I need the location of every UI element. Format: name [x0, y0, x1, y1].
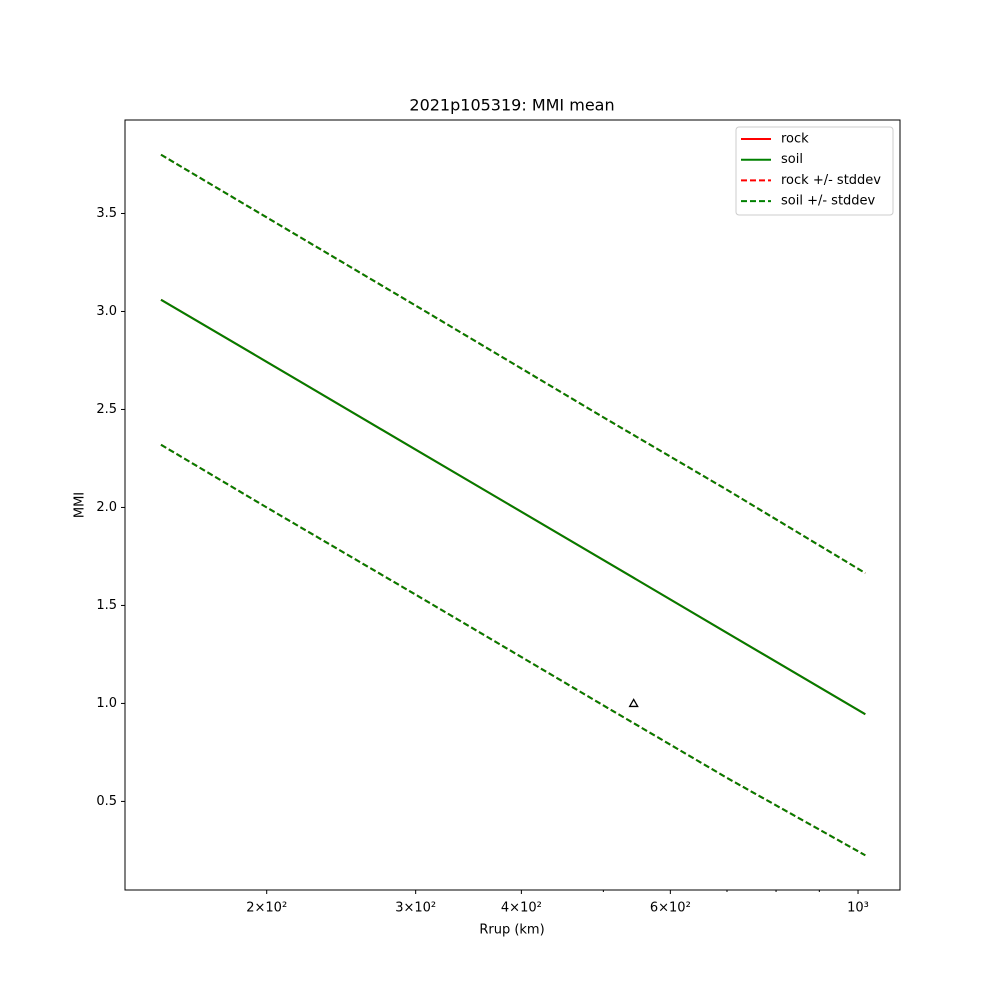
x-tick-label: 3×10² — [395, 901, 436, 916]
x-tick-label: 10³ — [847, 901, 869, 916]
legend-label: soil — [781, 152, 803, 167]
y-tick-label: 0.5 — [96, 794, 117, 809]
y-tick-label: 2.5 — [96, 402, 117, 417]
y-tick-label: 1.0 — [96, 696, 117, 711]
chart-title: 2021p105319: MMI mean — [409, 96, 614, 115]
legend-label: rock +/- stddev — [781, 173, 881, 188]
marker — [628, 698, 639, 708]
y-axis-label: MMI — [73, 492, 88, 518]
legend-label: rock — [781, 132, 809, 147]
legend-box — [735, 126, 894, 216]
mean-line — [160, 298, 866, 716]
y-tick-label: 3.0 — [96, 304, 117, 319]
stddev-line — [160, 443, 866, 857]
y-tick-label: 2.0 — [96, 500, 117, 515]
x-tick-label: 4×10² — [501, 901, 542, 916]
legend-label: soil +/- stddev — [781, 194, 876, 209]
stddev-line — [160, 153, 866, 574]
x-tick-label: 2×10² — [246, 901, 287, 916]
x-axis-label: Rrup (km) — [479, 923, 544, 938]
plot-frame — [124, 119, 901, 891]
y-tick-label: 1.5 — [96, 598, 117, 613]
x-tick-label: 6×10² — [650, 901, 691, 916]
y-tick-label: 3.5 — [96, 206, 117, 221]
